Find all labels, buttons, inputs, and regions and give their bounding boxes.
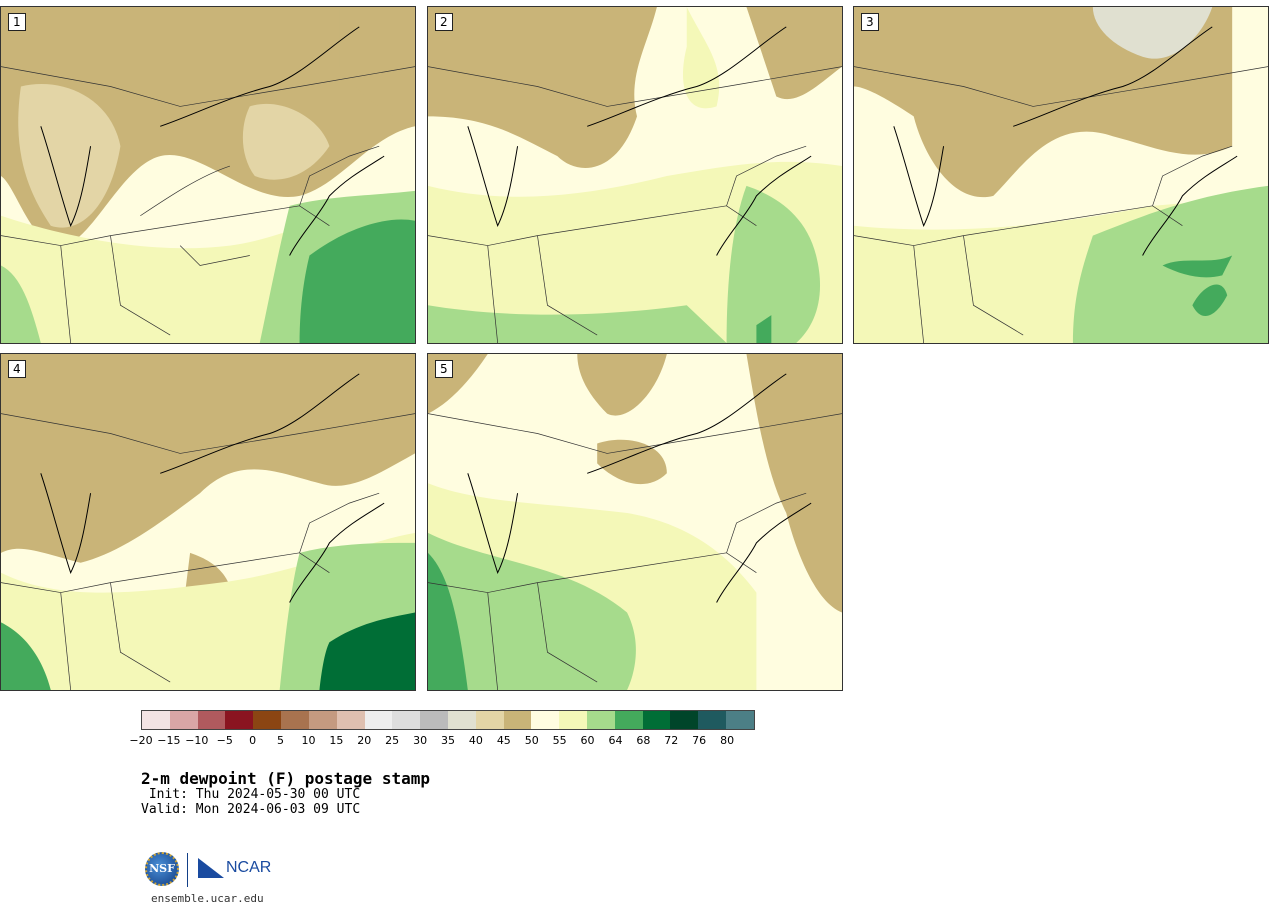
panel-label: 5 [435,360,453,378]
colorbar-tick-label: 30 [413,734,428,747]
colorbar-swatch [670,711,699,729]
colorbar-tick-label: 72 [664,734,679,747]
colorbar-swatch [642,711,671,729]
colorbar-swatch [475,711,504,729]
colorbar-swatch [420,711,448,729]
colorbar-tick-label: 64 [608,734,623,747]
colorbar-swatch [531,711,560,729]
colorbar-swatch [392,711,421,729]
panel-label: 1 [8,13,26,31]
map-panel-4: 4 [0,353,416,691]
colorbar-tick-label: 35 [441,734,455,747]
colorbar-tick-label: 10 [301,734,316,747]
colorbar-swatch [197,711,226,729]
colorbar-swatch [587,711,615,729]
colorbar-tick-label: 68 [636,734,651,747]
ncar-mark-icon [198,858,224,878]
colorbar-tick-label: 60 [580,734,595,747]
map-panel-3: 3 [853,6,1269,344]
colorbar-swatch [559,711,587,729]
colorbar-swatch [308,711,337,729]
init-time: Init: Thu 2024-05-30 00 UTC [141,787,361,802]
colorbar-tick-label: 5 [277,734,285,747]
nsf-logo: NSF [145,852,179,886]
colorbar-swatch [281,711,309,729]
panel-label: 4 [8,360,26,378]
valid-time: Valid: Mon 2024-06-03 09 UTC [141,802,361,817]
colorbar-tick-label: −20 [129,734,153,747]
colorbar-swatch [364,711,393,729]
chart-title: 2-m dewpoint (F) postage stamp [141,769,430,788]
colorbar-ticks: −20 −15 −10 −5 0 5 10 15 20 25 30 35 40 45 50 55 60 64 68 7… [129,734,755,748]
colorbar-tick-label: 45 [496,734,511,747]
panel-label: 2 [435,13,453,31]
panel-label: 3 [861,13,879,31]
colorbar-swatch [503,711,532,729]
colorbar-swatch [169,711,198,729]
colorbar-swatch [447,711,476,729]
colorbar-swatch [336,711,365,729]
colorbar-swatch [253,711,282,729]
colorbar-tick-label: 50 [524,734,539,747]
colorbar-tick-label: 40 [468,734,483,747]
colorbar-tick-label: 25 [385,734,400,747]
colorbar-swatch [142,711,170,729]
colorbar [141,710,755,730]
dewpoint-map-5 [428,354,842,690]
colorbar-tick-label: 55 [552,734,567,747]
map-panel-5: 5 [427,353,843,691]
colorbar-tick-label: 76 [692,734,707,747]
colorbar-swatch [698,711,727,729]
map-panel-1: 1 [0,6,416,344]
colorbar-swatch [225,711,254,729]
colorbar-swatch [726,711,754,729]
site-url: ensemble.ucar.edu [151,892,264,905]
colorbar-tick-label: 0 [249,734,257,747]
dewpoint-map-1 [1,7,415,343]
colorbar-tick-label: −10 [185,734,209,747]
colorbar-tick-label: −5 [216,734,233,747]
colorbar-tick-label: 20 [357,734,372,747]
map-panel-2: 2 [427,6,843,344]
colorbar-tick-label: 80 [720,734,735,747]
dewpoint-map-2 [428,7,842,343]
colorbar-tick-label: 15 [329,734,344,747]
logo-divider [187,853,188,887]
dewpoint-map-4 [1,354,415,690]
dewpoint-map-3 [854,7,1268,343]
colorbar-swatch [614,711,643,729]
ncar-logo: NCAR [198,857,271,879]
ncar-wordmark: NCAR [226,859,272,876]
colorbar-tick-label: −15 [157,734,181,747]
